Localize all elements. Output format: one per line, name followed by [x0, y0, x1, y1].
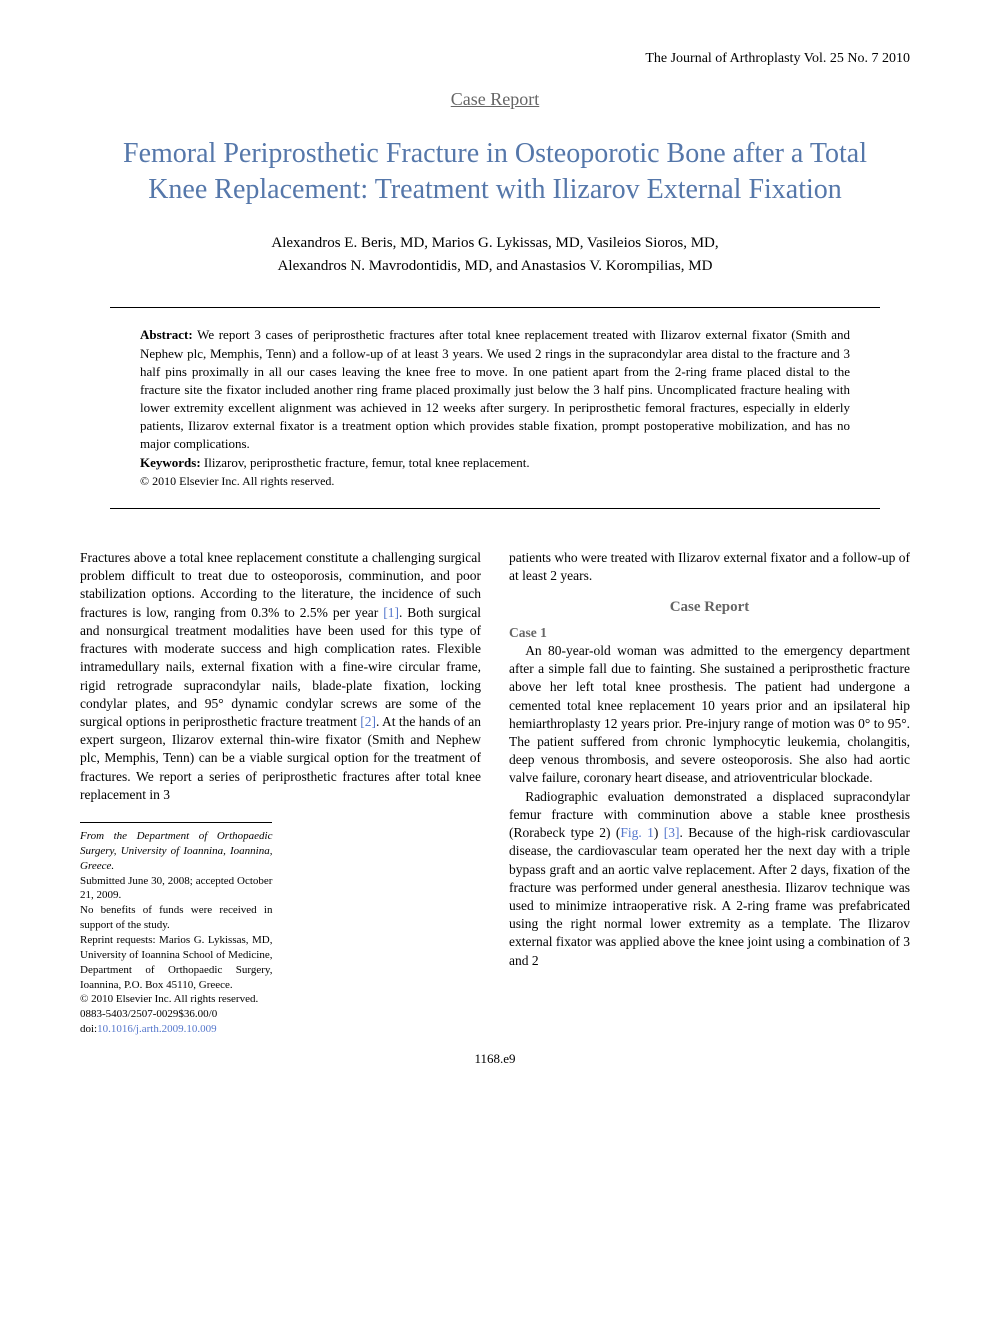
case-1-paragraph-2: Radiographic evaluation demonstrated a d…: [509, 788, 910, 970]
abstract-box: Abstract: We report 3 cases of periprost…: [110, 307, 880, 509]
intro-text-2: . Both surgical and nonsurgical treatmen…: [80, 605, 481, 729]
footnote-doi: doi:10.1016/j.arth.2009.10.009: [80, 1022, 272, 1037]
intro-paragraph: Fractures above a total knee replacement…: [80, 549, 481, 804]
reference-link-3[interactable]: [3]: [664, 825, 680, 840]
authors-block: Alexandros E. Beris, MD, Marios G. Lykis…: [80, 232, 910, 277]
col2-continuation: patients who were treated with Ilizarov …: [509, 549, 910, 585]
keywords-text: Ilizarov, periprosthetic fracture, femur…: [201, 455, 530, 470]
case-1-paragraph-1: An 80-year-old woman was admitted to the…: [509, 642, 910, 788]
footnote-submitted: Submitted June 30, 2008; accepted Octobe…: [80, 874, 272, 904]
article-title: Femoral Periprosthetic Fracture in Osteo…: [80, 136, 910, 209]
doi-link[interactable]: 10.1016/j.arth.2009.10.009: [97, 1023, 216, 1035]
body-columns: Fractures above a total knee replacement…: [80, 549, 910, 1037]
reference-link-1[interactable]: [1]: [383, 605, 399, 620]
doi-label: doi:: [80, 1023, 97, 1035]
footnote-benefits: No benefits of funds were received in su…: [80, 903, 272, 933]
footnote-reprint: Reprint requests: Marios G. Lykissas, MD…: [80, 933, 272, 992]
journal-header: The Journal of Arthroplasty Vol. 25 No. …: [80, 50, 910, 68]
abstract-copyright: © 2010 Elsevier Inc. All rights reserved…: [140, 474, 334, 488]
case-report-heading: Case Report: [509, 597, 910, 617]
reference-link-2[interactable]: [2]: [360, 714, 376, 729]
abstract-label: Abstract:: [140, 327, 193, 342]
figure-link-1[interactable]: Fig. 1: [620, 825, 654, 840]
keywords-label: Keywords:: [140, 455, 201, 470]
abstract-text: We report 3 cases of periprosthetic frac…: [140, 327, 850, 451]
footnote-issn: 0883-5403/2507-0029$36.00/0: [80, 1007, 272, 1022]
case-1-label: Case 1: [509, 624, 910, 642]
footnote-affiliation: From the Department of Orthopaedic Surge…: [80, 829, 272, 874]
case1-p2-text-b: ): [654, 825, 664, 840]
page-number: 1168.e9: [80, 1051, 910, 1068]
case1-p2-text-c: . Because of the high-risk cardiovascula…: [509, 825, 910, 968]
footnotes-block: From the Department of Orthopaedic Surge…: [80, 822, 272, 1037]
section-label: Case Report: [80, 88, 910, 111]
footnote-copyright: © 2010 Elsevier Inc. All rights reserved…: [80, 992, 272, 1007]
authors-line-2: Alexandros N. Mavrodontidis, MD, and Ana…: [278, 258, 713, 274]
authors-line-1: Alexandros E. Beris, MD, Marios G. Lykis…: [271, 235, 718, 251]
